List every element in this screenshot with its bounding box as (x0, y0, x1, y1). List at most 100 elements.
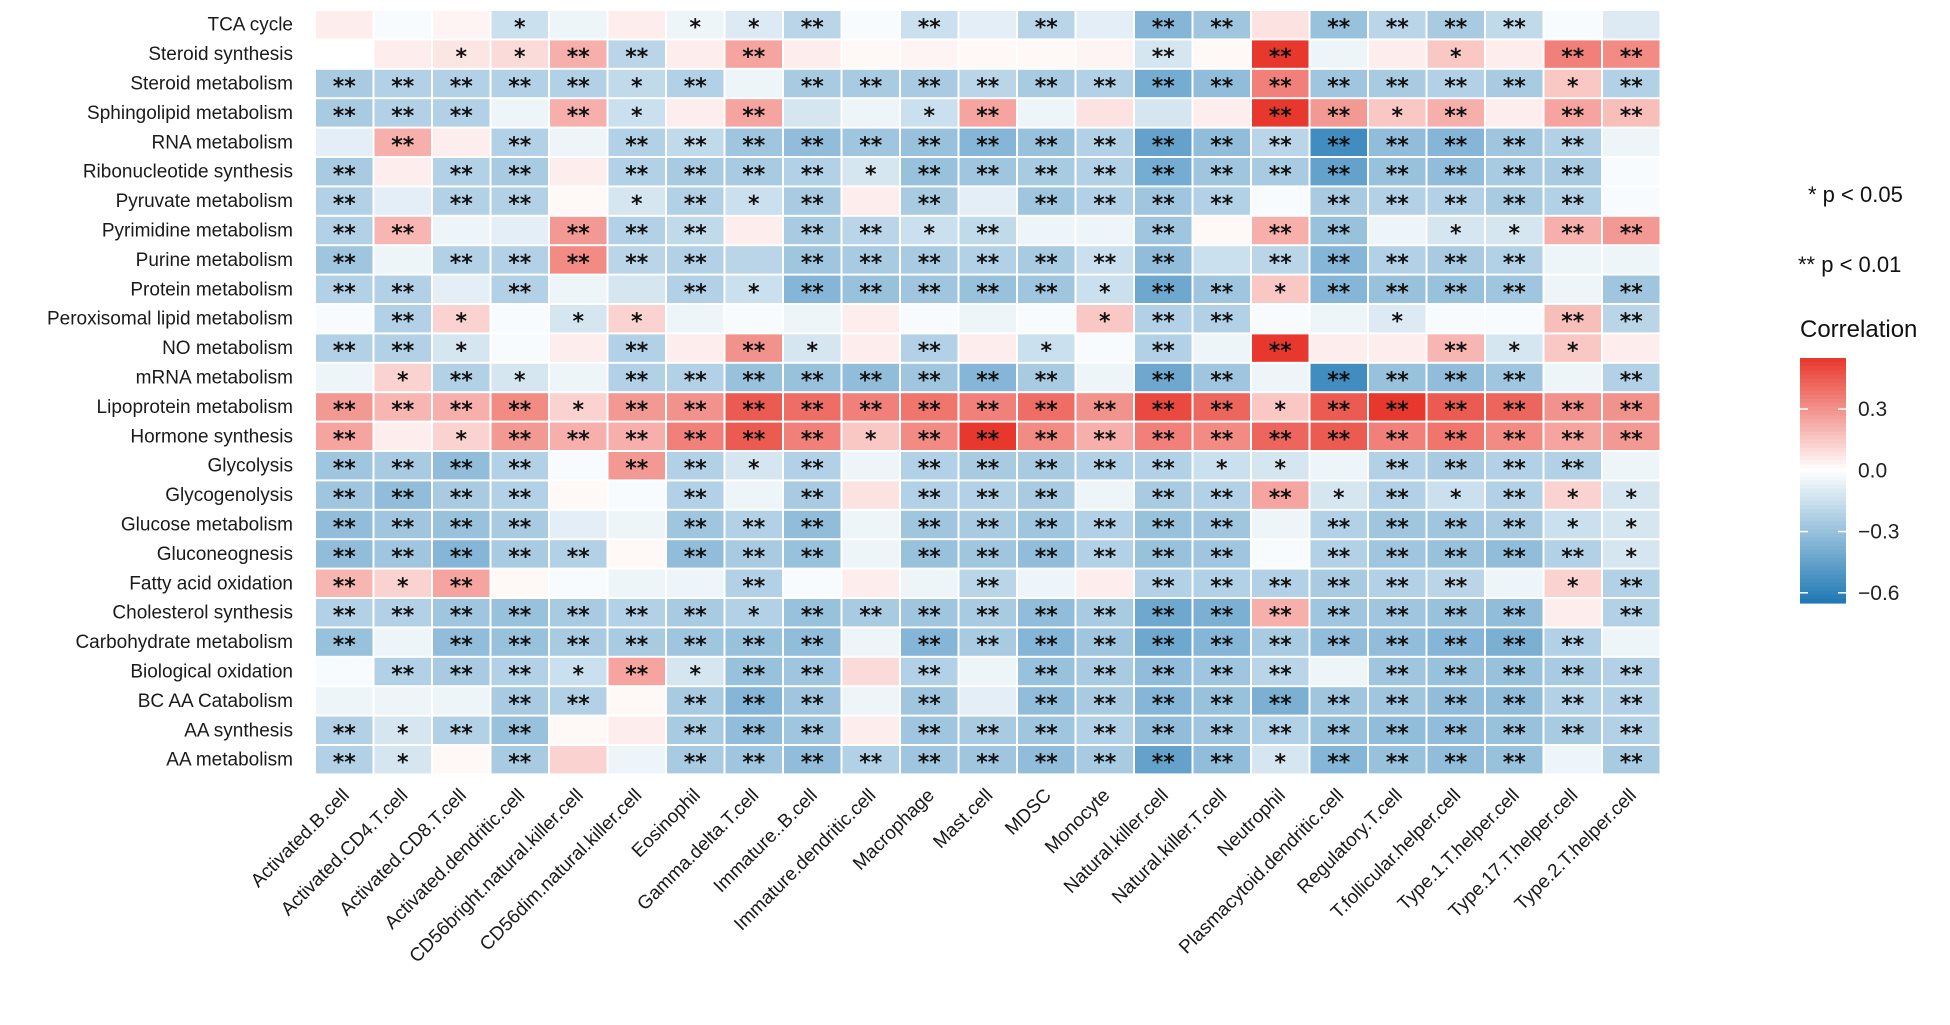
heatmap-cell (1369, 628, 1426, 656)
heatmap-cell (491, 716, 548, 744)
heatmap-cell (1486, 246, 1543, 274)
significance-marker: ** (1386, 133, 1410, 158)
heatmap-cell (1135, 216, 1192, 245)
significance-marker: * (397, 369, 409, 394)
heatmap-cell (901, 687, 958, 715)
colorbar-tick-label: 0.3 (1858, 398, 1887, 421)
heatmap-cell (491, 363, 548, 392)
heatmap-cell (901, 481, 958, 509)
heatmap-cell (667, 393, 724, 421)
heatmap-cell (1193, 246, 1250, 274)
heatmap-cell (608, 99, 665, 127)
heatmap-cell (959, 716, 1016, 744)
significance-marker: ** (508, 751, 532, 776)
heatmap-cell (901, 363, 958, 392)
significance-marker: ** (1210, 163, 1234, 188)
heatmap-cell (550, 657, 607, 686)
heatmap-cell (784, 69, 841, 98)
colorbar-segment (1800, 590, 1846, 596)
heatmap-cell (608, 275, 665, 303)
significance-marker: ** (567, 75, 591, 100)
significance-marker: ** (1503, 369, 1527, 394)
significance-marker: ** (450, 633, 474, 658)
significance-marker: ** (918, 457, 942, 482)
heatmap-cell (1544, 128, 1601, 156)
heatmap-cell (1018, 657, 1075, 686)
heatmap-cell (1310, 69, 1367, 98)
heatmap-cell (667, 510, 724, 539)
heatmap-cell (1369, 452, 1426, 480)
heatmap-cell (1486, 687, 1543, 715)
colorbar-segment (1800, 451, 1846, 457)
heatmap-cell (725, 510, 782, 539)
heatmap-cell (1427, 599, 1484, 627)
heatmap-cell (1486, 422, 1543, 450)
significance-marker: ** (1444, 280, 1468, 305)
heatmap-cell (1076, 40, 1133, 68)
heatmap-cell (433, 628, 490, 656)
heatmap-cell (550, 393, 607, 421)
significance-marker: ** (976, 721, 1000, 746)
significance-marker: ** (567, 545, 591, 570)
significance-marker: ** (1444, 16, 1468, 41)
heatmap-cell (433, 128, 490, 156)
heatmap-cell (1310, 246, 1367, 274)
heatmap-cell (667, 128, 724, 156)
significance-marker: ** (1269, 604, 1293, 629)
significance-marker: ** (918, 545, 942, 570)
heatmap-cell (901, 128, 958, 156)
heatmap-cell (491, 746, 548, 774)
heatmap-cell (316, 481, 373, 509)
heatmap-cell (901, 334, 958, 362)
heatmap-cell (1076, 246, 1133, 274)
heatmap-cell (667, 275, 724, 303)
heatmap-cell (1603, 69, 1660, 98)
significance-marker: ** (1620, 280, 1644, 305)
significance-marker: ** (333, 486, 357, 511)
significance-marker: ** (859, 751, 883, 776)
heatmap-cell (550, 305, 607, 333)
heatmap-cell (316, 99, 373, 127)
heatmap-cell (608, 69, 665, 98)
heatmap-cell (667, 657, 724, 686)
colorbar-segment (1800, 402, 1846, 408)
significance-marker: ** (1093, 604, 1117, 629)
significance-marker: ** (1152, 310, 1176, 335)
heatmap-cell (725, 99, 782, 127)
heatmap-cell (550, 11, 607, 39)
heatmap-cell (608, 305, 665, 333)
heatmap-cell (1486, 452, 1543, 480)
heatmap-cell (667, 334, 724, 362)
heatmap-cell (1427, 393, 1484, 421)
heatmap-cell (491, 334, 548, 362)
colorbar-segment (1800, 570, 1846, 576)
significance-marker: ** (1152, 692, 1176, 717)
significance-marker: ** (918, 75, 942, 100)
heatmap-cell (725, 275, 782, 303)
significance-marker: ** (684, 427, 708, 452)
significance-marker: ** (1386, 633, 1410, 658)
heatmap-cell (1135, 128, 1192, 156)
significance-marker: ** (1620, 75, 1644, 100)
heatmap-cell (1076, 393, 1133, 421)
heatmap-cell (901, 628, 958, 656)
heatmap-cell (374, 216, 431, 245)
heatmap-cell (1427, 69, 1484, 98)
significance-marker: ** (1386, 369, 1410, 394)
heatmap-cell (784, 40, 841, 68)
significance-marker: ** (976, 516, 1000, 541)
significance-marker: ** (918, 692, 942, 717)
colorbar-segment (1800, 488, 1846, 494)
heatmap-cell (1310, 716, 1367, 744)
heatmap-cell (1544, 334, 1601, 362)
significance-marker: ** (1444, 398, 1468, 423)
significance-marker: ** (625, 457, 649, 482)
heatmap-cell (1135, 569, 1192, 597)
row-label: Biological oxidation (130, 662, 293, 683)
heatmap-cell (901, 599, 958, 627)
significance-marker: ** (801, 222, 825, 247)
significance-marker: ** (1093, 75, 1117, 100)
heatmap-cell (1252, 569, 1309, 597)
heatmap-cell (1427, 216, 1484, 245)
significance-marker: * (1216, 457, 1228, 482)
